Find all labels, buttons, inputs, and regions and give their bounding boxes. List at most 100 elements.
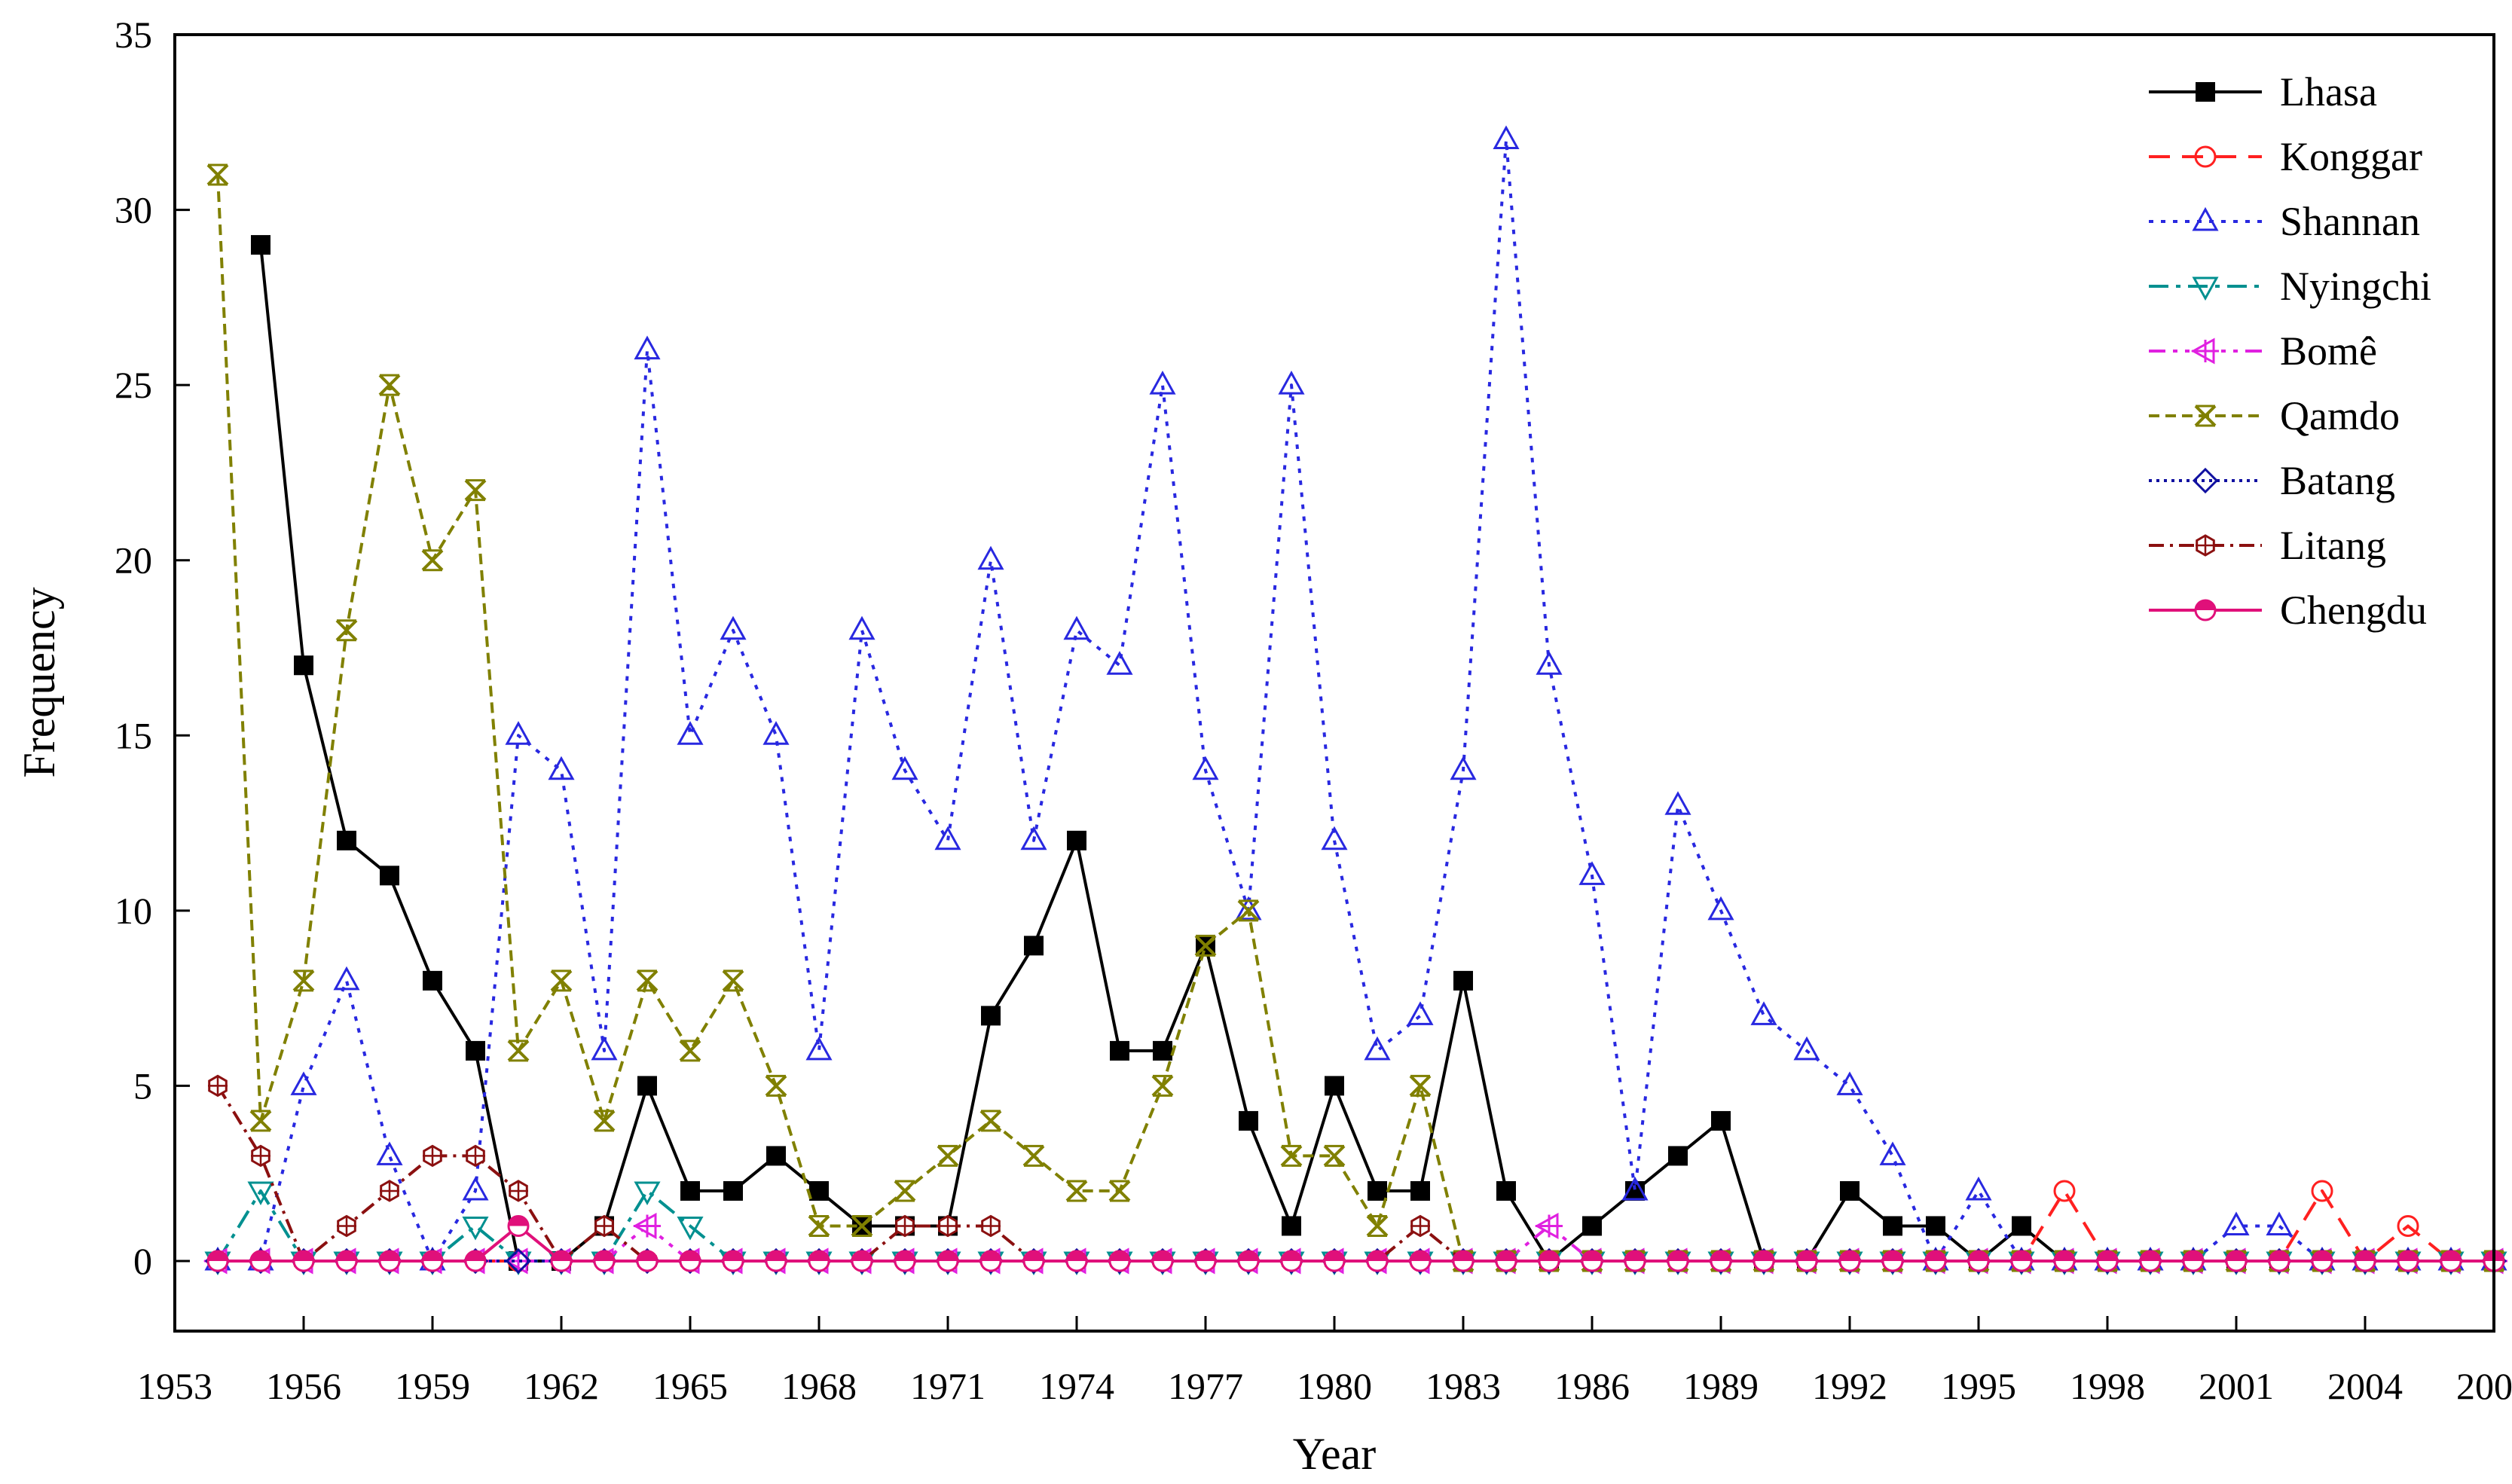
- data-point-qamdo: [808, 1214, 830, 1237]
- x-tick-label: 1977: [1168, 1365, 1243, 1407]
- data-point-shannan: [1364, 1036, 1391, 1061]
- data-point-chengdu: [765, 1250, 787, 1272]
- data-point-bom: [1534, 1212, 1563, 1240]
- legend-marker: [2194, 405, 2217, 427]
- data-point-litang: [938, 1214, 958, 1238]
- data-point-lhasa: [1496, 1180, 1516, 1201]
- data-point-chengdu: [1409, 1250, 1432, 1272]
- x-tick-label: 1959: [395, 1365, 470, 1407]
- data-point-lhasa: [723, 1180, 743, 1201]
- data-point-chengdu: [550, 1250, 573, 1272]
- data-point-shannan: [290, 1071, 317, 1095]
- data-point-shannan: [333, 966, 360, 991]
- x-axis-title: Year: [1293, 1429, 1377, 1479]
- data-point-qamdo: [894, 1180, 916, 1202]
- data-point-qamdo: [937, 1144, 959, 1167]
- data-point-shannan: [548, 756, 575, 780]
- x-tick-label: 1992: [1812, 1365, 1887, 1407]
- data-point-litang: [337, 1214, 356, 1238]
- x-tick-label: 1956: [266, 1365, 341, 1407]
- series-line-lhasa: [259, 244, 2494, 1263]
- data-point-shannan: [977, 545, 1004, 570]
- x-tick-label: 1983: [1426, 1365, 1501, 1407]
- data-point-chengdu: [722, 1250, 744, 1272]
- data-point-chengdu: [1838, 1250, 1861, 1272]
- data-point-chengdu: [1710, 1250, 1732, 1272]
- data-point-chengdu: [2010, 1250, 2033, 1272]
- data-point-qamdo: [593, 1110, 616, 1132]
- data-point-chengdu: [1452, 1250, 1475, 1272]
- data-point-shannan: [1965, 1176, 1992, 1201]
- legend-marker: [2190, 337, 2219, 365]
- data-point-lhasa: [1368, 1180, 1387, 1201]
- data-point-lhasa: [2012, 1216, 2031, 1236]
- data-point-chengdu: [1065, 1250, 1088, 1272]
- data-point-lhasa: [294, 655, 313, 676]
- data-point-shannan: [2266, 1211, 2293, 1235]
- series-qamdo: [206, 163, 2505, 1272]
- data-point-shannan: [1664, 791, 1691, 815]
- data-point-chengdu: [2096, 1250, 2119, 1272]
- data-point-lhasa: [1926, 1216, 1945, 1236]
- data-point-batang: [505, 1247, 532, 1275]
- data-point-chengdu: [2311, 1250, 2333, 1272]
- legend-entry-nyingchi: Nyingchi: [2149, 264, 2431, 309]
- y-tick-label: 15: [115, 714, 152, 756]
- x-tick-label: 1986: [1554, 1365, 1630, 1407]
- data-point-litang: [1410, 1214, 1430, 1238]
- data-point-qamdo: [1366, 1214, 1389, 1237]
- data-point-shannan: [1149, 371, 1176, 395]
- legend-entry-shannan: Shannan: [2149, 199, 2420, 244]
- legend-entry-lhasa: Lhasa: [2149, 69, 2377, 115]
- legend-marker: [2192, 276, 2219, 301]
- data-point-lhasa: [466, 1040, 485, 1061]
- data-point-chengdu: [206, 1250, 229, 1272]
- data-point-chengdu: [249, 1250, 272, 1272]
- data-point-nyingchi: [462, 1216, 489, 1241]
- x-tick-label: 1953: [137, 1365, 212, 1407]
- data-point-lhasa: [637, 1076, 657, 1096]
- data-point-chengdu: [1581, 1250, 1603, 1272]
- data-point-nyingchi: [677, 1216, 704, 1241]
- data-point-shannan: [1750, 1001, 1777, 1025]
- series-line-qamdo: [216, 175, 2494, 1263]
- data-point-shannan: [1407, 1001, 1434, 1025]
- legend-entry-qamdo: Qamdo: [2149, 393, 2400, 438]
- data-point-chengdu: [292, 1250, 315, 1272]
- data-point-lhasa: [1840, 1180, 1860, 1201]
- data-point-chengdu: [2440, 1250, 2462, 1272]
- data-point-qamdo: [1022, 1144, 1045, 1167]
- data-point-chengdu: [1280, 1250, 1303, 1272]
- data-point-shannan: [1063, 615, 1090, 640]
- y-tick-label: 0: [133, 1240, 152, 1282]
- data-point-chengdu: [808, 1250, 830, 1272]
- data-point-lhasa: [337, 830, 356, 850]
- x-tick-label: 2007: [2456, 1365, 2512, 1407]
- series-layer: [203, 125, 2507, 1276]
- data-point-konggar: [2311, 1180, 2333, 1202]
- y-axis-title: Frequency: [14, 587, 64, 777]
- legend-label: Shannan: [2280, 199, 2420, 244]
- series-line-litang: [216, 1085, 2494, 1263]
- legend-label: Chengdu: [2280, 588, 2427, 633]
- y-tick-label: 20: [115, 539, 152, 582]
- data-point-qamdo: [1409, 1074, 1432, 1097]
- legend-marker: [2196, 534, 2215, 557]
- data-point-chengdu: [1194, 1250, 1217, 1272]
- data-point-shannan: [462, 1176, 489, 1201]
- data-point-chengdu: [937, 1250, 959, 1272]
- data-point-chengdu: [2354, 1250, 2376, 1272]
- data-point-shannan: [805, 1036, 833, 1061]
- data-point-shannan: [505, 721, 532, 745]
- data-point-lhasa: [1239, 1110, 1258, 1131]
- data-point-litang: [509, 1180, 528, 1202]
- data-point-chengdu: [464, 1250, 487, 1272]
- data-point-chengdu: [2053, 1250, 2076, 1272]
- data-point-qamdo: [292, 969, 315, 992]
- legend-marker: [2192, 206, 2219, 231]
- legend-label: Lhasa: [2280, 69, 2377, 115]
- x-tick-label: 1968: [781, 1365, 857, 1407]
- data-point-qamdo: [335, 619, 358, 642]
- data-point-chengdu: [1495, 1250, 1517, 1272]
- data-point-qamdo: [1280, 1144, 1303, 1167]
